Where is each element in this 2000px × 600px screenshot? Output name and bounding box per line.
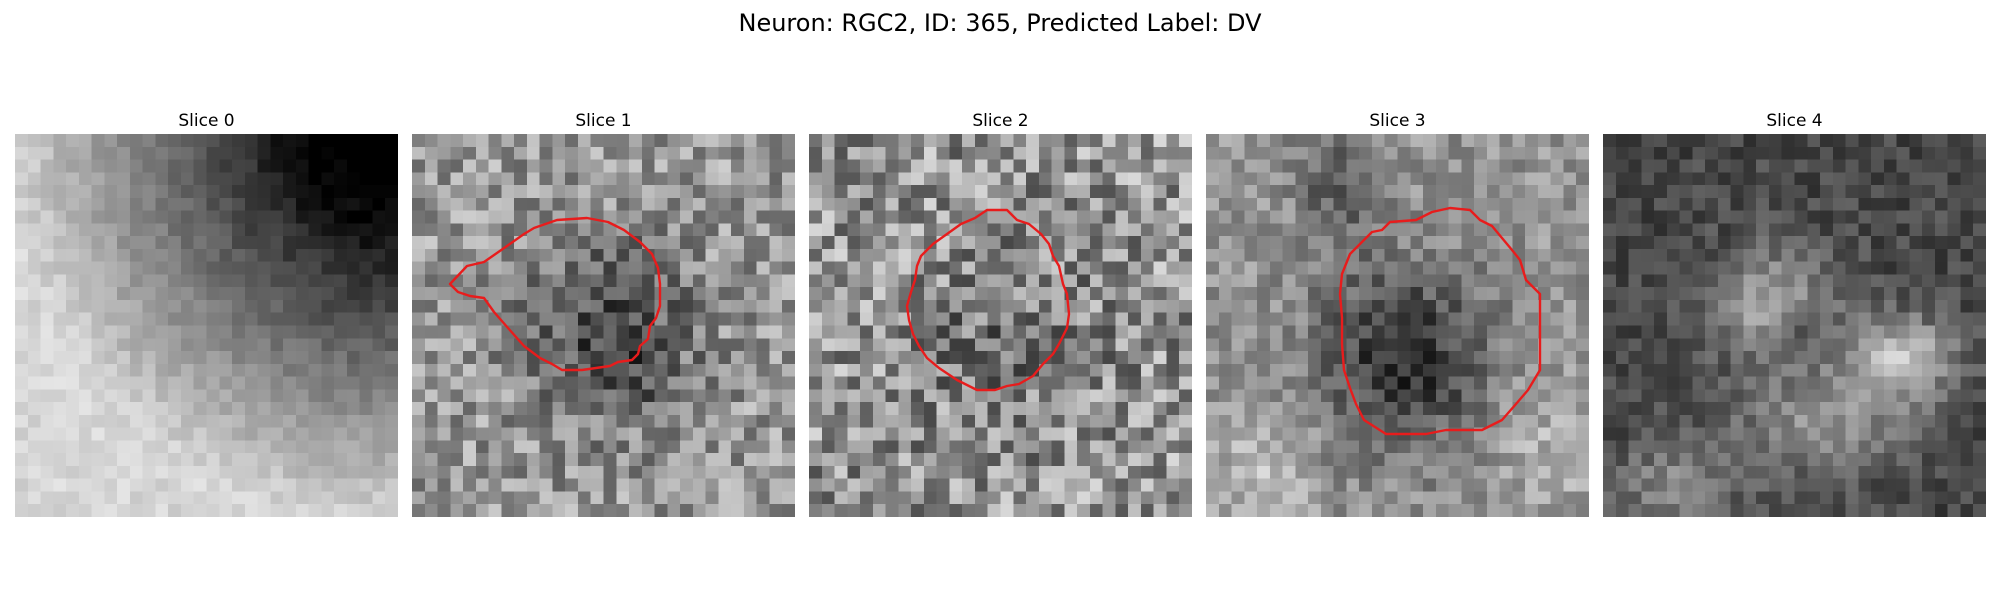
panel-slice-4: Slice 4 — [1603, 110, 1986, 517]
slice-1-image-area — [412, 134, 795, 517]
slice-4-image — [1603, 134, 1986, 517]
slice-4-image-area — [1603, 134, 1986, 517]
slice-0-title: Slice 0 — [178, 111, 235, 131]
slice-0-image-area — [15, 134, 398, 517]
panel-slice-0: Slice 0 — [15, 110, 398, 517]
panel-slice-2: Slice 2 — [809, 110, 1192, 517]
slice-1-title: Slice 1 — [575, 111, 632, 131]
slice-3-image-area — [1206, 134, 1589, 517]
slice-0-image — [15, 134, 398, 517]
slice-2-image-area — [809, 134, 1192, 517]
slice-2-title: Slice 2 — [972, 111, 1029, 131]
slice-1-roi-outline — [448, 216, 662, 372]
slice-2-roi-outline — [905, 208, 1071, 392]
slice-3-image — [1206, 134, 1589, 517]
slice-1-image — [412, 134, 795, 517]
slice-4-title: Slice 4 — [1766, 111, 1823, 131]
slice-2-image — [809, 134, 1192, 517]
panel-slice-3: Slice 3 — [1206, 110, 1589, 517]
figure-suptitle: Neuron: RGC2, ID: 365, Predicted Label: … — [738, 9, 1262, 37]
slice-3-roi-outline — [1338, 206, 1542, 436]
slice-3-title: Slice 3 — [1369, 111, 1426, 131]
panel-slice-1: Slice 1 — [412, 110, 795, 517]
